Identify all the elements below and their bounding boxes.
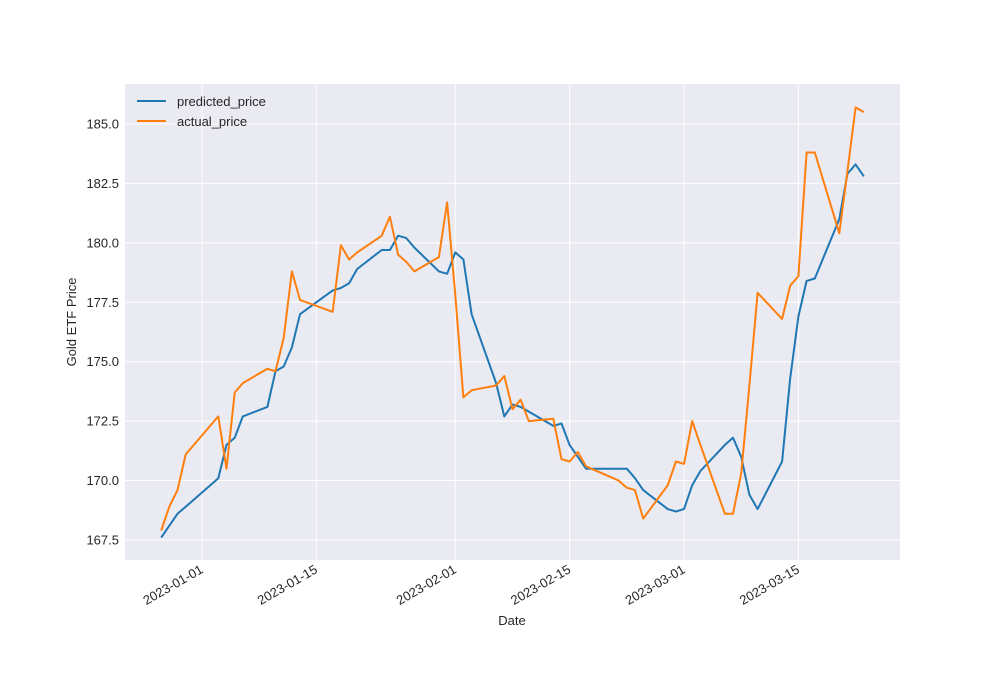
y-tick-label: 177.5 [86,295,119,310]
actual-price-line [160,106,865,531]
x-tick-label: 2023-02-01 [394,562,459,608]
x-tick-label: 2023-01-01 [140,562,205,608]
series-lines [160,106,865,539]
y-tick-label: 175.0 [86,354,119,369]
x-tick-label: 2023-03-01 [622,562,687,608]
legend-label-actual: actual_price [177,114,247,129]
y-tick-label: 185.0 [86,117,119,132]
y-tick-label: 172.5 [86,414,119,429]
y-axis-label: Gold ETF Price [64,278,79,367]
x-tick-label: 2023-02-15 [508,562,573,608]
legend-label-predicted: predicted_price [177,94,266,109]
y-tick-label: 180.0 [86,235,119,250]
y-tick-label: 182.5 [86,176,119,191]
y-tick-label: 170.0 [86,473,119,488]
x-tick-label: 2023-01-15 [255,562,320,608]
x-tick-label: 2023-03-15 [737,562,802,608]
y-axis-ticks: 167.5 170.0 172.5 175.0 177.5 180.0 182.5 185.0 [86,117,119,548]
x-axis-label: Date [498,613,525,628]
plot-area [125,84,900,560]
legend: predicted_price actual_price [137,94,266,129]
x-axis-ticks: 2023-01-01 2023-01-15 2023-02-01 2023-02-15… [140,562,802,608]
y-tick-label: 167.5 [86,532,119,547]
